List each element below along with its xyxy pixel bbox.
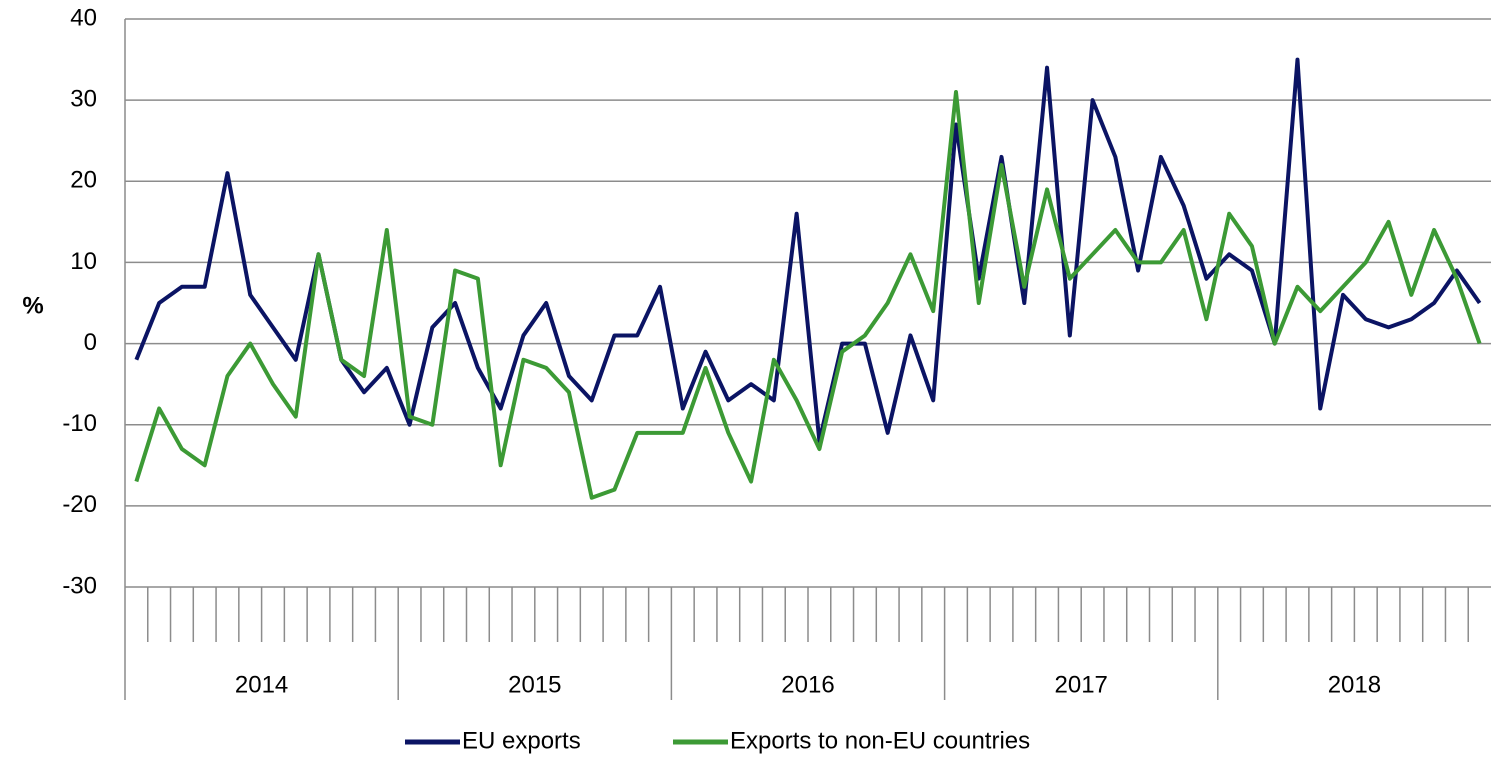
x-group-label: 2018	[1328, 671, 1381, 698]
x-group-label: 2014	[235, 671, 288, 698]
x-group-label: 2015	[508, 671, 561, 698]
y-tick-label: -30	[62, 572, 97, 599]
series-line	[134, 57, 1482, 443]
y-tick-label: -20	[62, 491, 97, 518]
legend-label: EU exports	[462, 727, 581, 754]
y-tick-label: -10	[62, 410, 97, 437]
y-tick-label: 10	[70, 248, 97, 275]
y-axis-label: %	[22, 292, 43, 319]
y-tick-label: 20	[70, 167, 97, 194]
y-tick-label: 30	[70, 85, 97, 112]
x-group-label: 2017	[1055, 671, 1108, 698]
series-line	[134, 90, 1482, 500]
legend-label: Exports to non-EU countries	[730, 727, 1030, 754]
y-tick-label: 0	[84, 329, 97, 356]
y-tick-label: 40	[70, 4, 97, 31]
x-group-label: 2016	[781, 671, 834, 698]
